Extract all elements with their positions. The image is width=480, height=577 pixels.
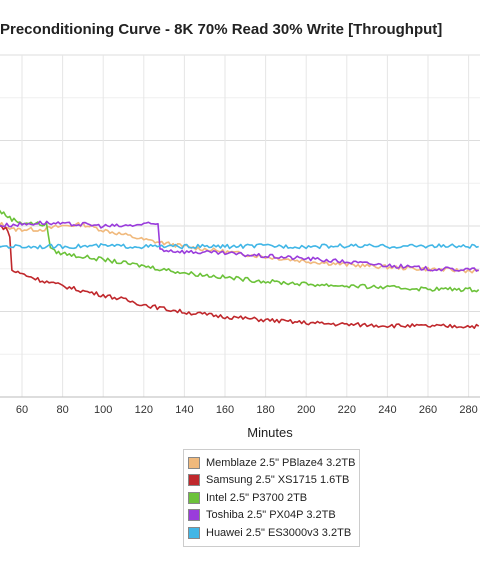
legend-swatch — [188, 491, 200, 504]
x-tick-label: 60 — [16, 404, 28, 416]
legend-label: Samsung 2.5" XS1715 1.6TB — [206, 474, 350, 487]
x-tick-label: 120 — [135, 404, 153, 416]
legend-label: Huawei 2.5" ES3000v3 3.2TB — [206, 526, 352, 539]
x-tick-label: 260 — [419, 404, 437, 416]
x-tick-label: 160 — [216, 404, 234, 416]
legend-item: Intel 2.5" P3700 2TB — [184, 489, 359, 507]
chart-title: Preconditioning Curve - 8K 70% Read 30% … — [0, 21, 443, 38]
x-tick-label: 200 — [297, 404, 315, 416]
x-axis-label: Minutes — [247, 425, 293, 440]
legend-swatch — [188, 509, 200, 522]
series-line — [0, 224, 480, 330]
legend: Memblaze 2.5" PBlaze4 3.2TB Samsung 2.5" … — [183, 449, 360, 547]
x-tick-label: 220 — [338, 404, 356, 416]
x-tick-label: 100 — [94, 404, 112, 416]
legend-swatch — [188, 456, 200, 469]
legend-label: Memblaze 2.5" PBlaze4 3.2TB — [206, 456, 356, 469]
legend-label: Intel 2.5" P3700 2TB — [206, 491, 308, 504]
x-tick-label: 140 — [175, 404, 193, 416]
legend-item: Samsung 2.5" XS1715 1.6TB — [184, 472, 359, 490]
legend-swatch — [188, 474, 200, 487]
series-line — [0, 220, 480, 272]
grid — [0, 54, 480, 398]
series-lines — [0, 209, 480, 330]
x-tick-label: 180 — [256, 404, 274, 416]
x-tick-label: 280 — [459, 404, 477, 416]
legend-swatch — [188, 526, 200, 539]
legend-item: Toshiba 2.5" PX04P 3.2TB — [184, 507, 359, 525]
x-tick-labels: 60 80 100 120 140 160 180 200 220 240 260 280 — [16, 404, 478, 416]
legend-label: Toshiba 2.5" PX04P 3.2TB — [206, 509, 336, 522]
legend-item: Huawei 2.5" ES3000v3 3.2TB — [184, 524, 359, 542]
legend-item: Memblaze 2.5" PBlaze4 3.2TB — [184, 454, 359, 472]
x-tick-label: 240 — [378, 404, 396, 416]
x-tick-label: 80 — [56, 404, 68, 416]
series-line — [0, 243, 479, 250]
series-line — [0, 209, 480, 293]
